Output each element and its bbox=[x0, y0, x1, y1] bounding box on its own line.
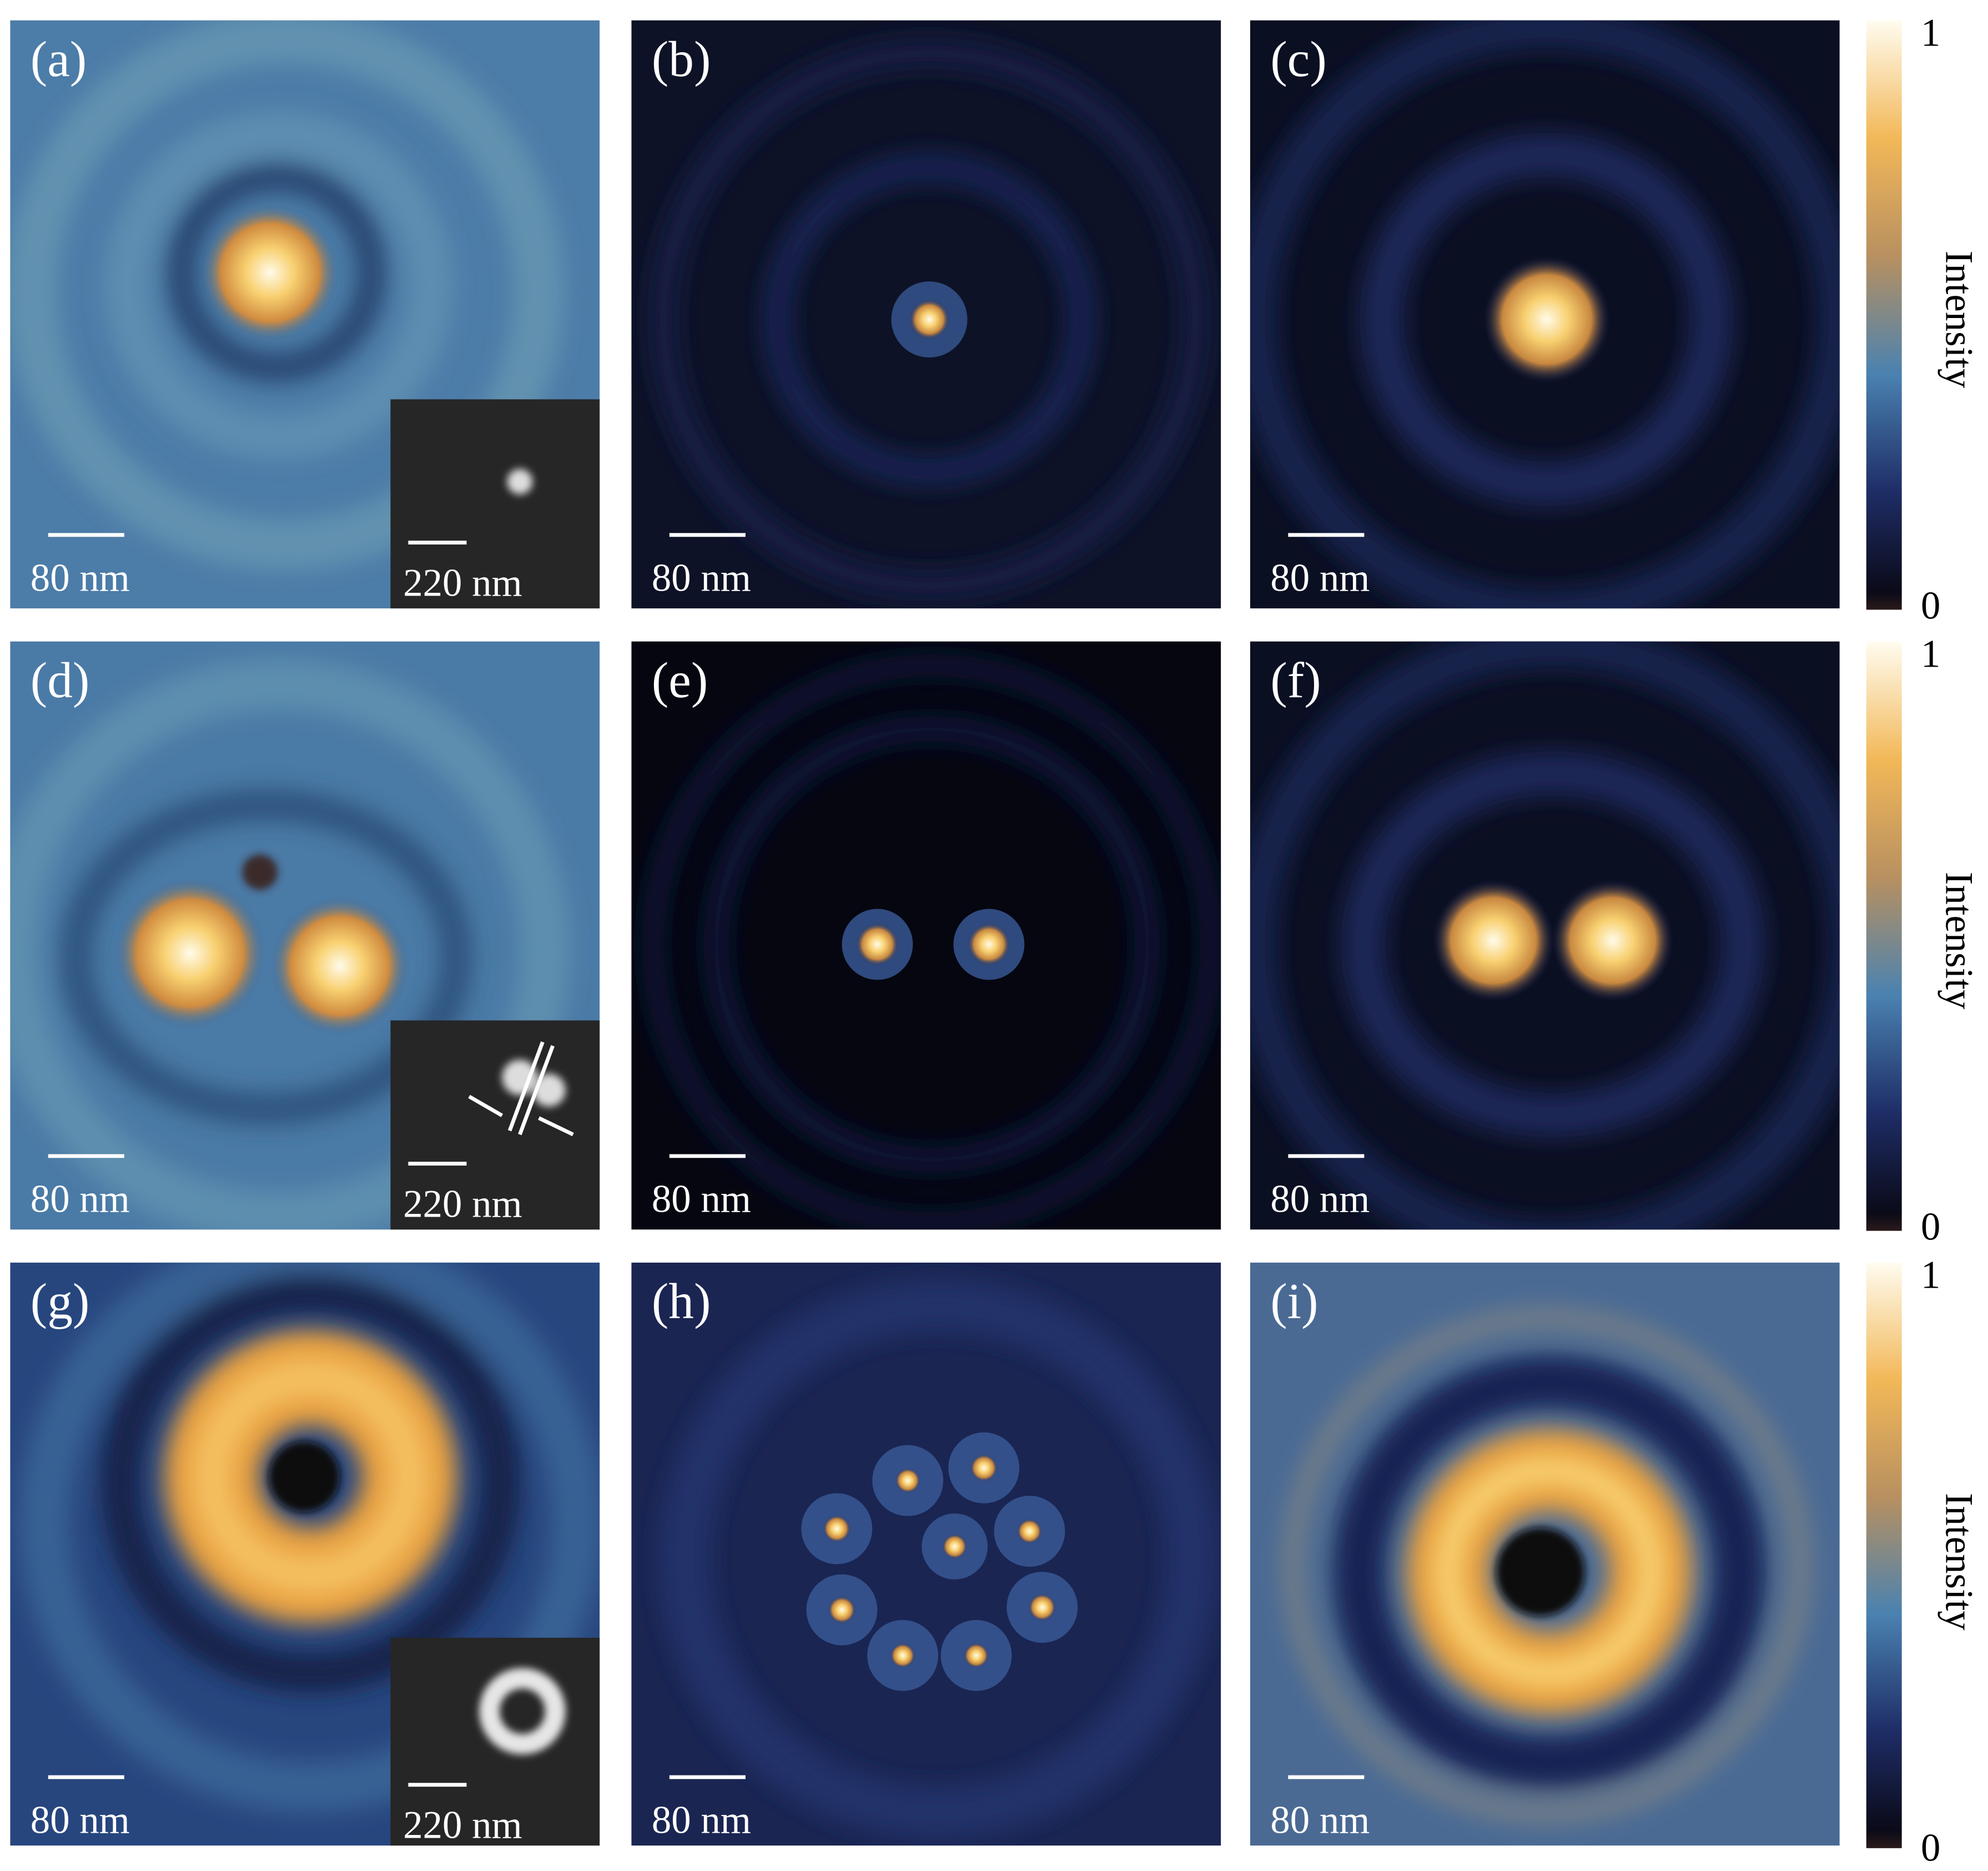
colorbar-min: 0 bbox=[1921, 584, 1940, 628]
image-g bbox=[10, 1262, 600, 1846]
colorbar-max: 1 bbox=[1921, 632, 1940, 675]
colorbar bbox=[1866, 641, 1902, 1231]
image-d bbox=[10, 641, 600, 1230]
scale-bar-label: 80 nm bbox=[652, 556, 751, 599]
scale-bar-label: 80 nm bbox=[652, 1177, 751, 1221]
image-c bbox=[1250, 20, 1840, 609]
panel-label: (e) bbox=[652, 652, 708, 708]
scale-bar-label: 80 nm bbox=[1270, 556, 1370, 599]
image-h bbox=[631, 1262, 1221, 1846]
inset-scale-bar-label: 220 nm bbox=[403, 1183, 522, 1226]
scale-bar-label: 80 nm bbox=[31, 1177, 130, 1221]
scale-bar-label: 80 nm bbox=[1270, 1177, 1370, 1221]
colorbar-min: 0 bbox=[1921, 1827, 1940, 1870]
colorbar-max: 1 bbox=[1921, 11, 1940, 54]
colorbar-label: Intensity bbox=[1937, 1493, 1981, 1631]
image-e bbox=[631, 641, 1221, 1230]
colorbar bbox=[1866, 20, 1902, 610]
panel-label: (b) bbox=[652, 31, 711, 87]
panel-label: (a) bbox=[31, 31, 87, 87]
colorbars bbox=[1866, 20, 1902, 1848]
colorbar-max: 1 bbox=[1921, 1253, 1940, 1297]
inset-scale-bar-label: 220 nm bbox=[403, 1804, 522, 1847]
panel-label: (i) bbox=[1270, 1273, 1318, 1329]
panel-label: (f) bbox=[1270, 652, 1321, 708]
scale-bar-label: 80 nm bbox=[1270, 1798, 1370, 1842]
colorbar bbox=[1866, 1262, 1902, 1848]
inset-scale-bar-label: 220 nm bbox=[403, 561, 522, 604]
panel-label: (g) bbox=[31, 1273, 90, 1329]
panel-label: (d) bbox=[31, 652, 90, 708]
panel-label: (h) bbox=[652, 1273, 711, 1329]
image-f bbox=[1250, 641, 1840, 1230]
colorbar-label: Intensity bbox=[1937, 872, 1981, 1010]
scale-bar-label: 80 nm bbox=[31, 1798, 130, 1842]
scale-bar-label: 80 nm bbox=[31, 556, 130, 599]
image-a bbox=[10, 20, 600, 609]
image-i bbox=[1250, 1262, 1840, 1846]
panel-label: (c) bbox=[1270, 31, 1326, 87]
colorbar-label: Intensity bbox=[1937, 251, 1981, 389]
image-b bbox=[631, 20, 1221, 609]
scale-bar-label: 80 nm bbox=[652, 1798, 751, 1842]
colorbar-min: 0 bbox=[1921, 1206, 1940, 1249]
